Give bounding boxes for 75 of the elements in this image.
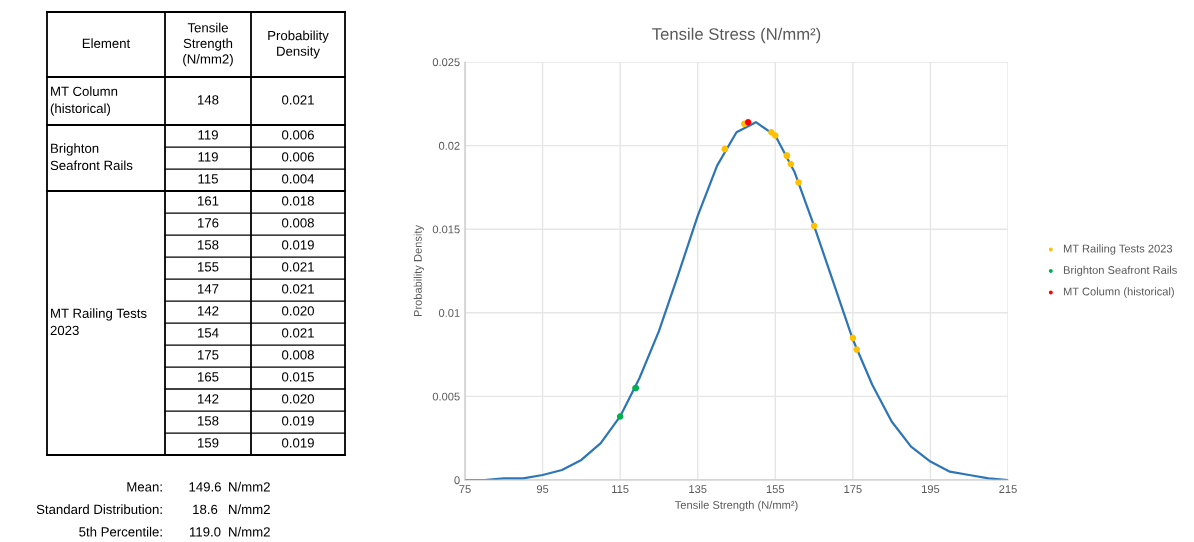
point [768,128,775,136]
text: 148 [198,95,219,105]
x-tick-label: 115 [612,485,629,494]
text: 149.6 [189,482,221,492]
text: 0.019 [282,438,314,448]
y-tick-label: 0.01 [438,309,460,317]
text: 175 [198,350,219,360]
text: 0.006 [282,152,314,162]
text: Tensile Strength (N/mm2) [183,22,233,67]
text: N/mm2 [229,526,270,537]
text: 159 [198,438,219,448]
text: 0.021 [282,95,314,105]
y-tick-label: 0 [454,476,460,485]
text: 0.019 [282,240,314,250]
text: 0.021 [282,284,314,294]
y-tick-label: 0.015 [432,225,460,234]
text: MT Railing Tests 2023 [50,308,147,336]
x-tick-label: 175 [844,485,862,494]
text: 119 [198,152,218,162]
point [849,334,857,342]
text: 0.018 [282,196,314,206]
text: 0.020 [282,394,314,404]
x-tick-label: 195 [922,485,940,494]
text: 147 [198,284,219,294]
text: 119 [198,130,218,140]
text: 0.006 [282,130,314,140]
text: 155 [198,262,219,272]
point [787,160,795,168]
text: N/mm2 [229,481,270,492]
text: N/mm2 [229,504,270,515]
text: Mean: [127,482,162,492]
text: 0.021 [282,328,314,338]
point [616,413,624,420]
text: Probability Density [268,30,329,59]
point [744,118,752,126]
text: 0.008 [282,218,314,228]
legend-label: MT Railing Tests 2023 [1063,244,1173,255]
text: Brighton Seafront Rails [50,143,133,171]
x-tick-label: 75 [459,485,471,494]
x-tick-label: 215 [999,485,1017,494]
text: 142 [198,394,219,404]
text: 158 [198,240,219,250]
point [853,346,860,353]
text: 0.021 [282,262,314,272]
chart-title: Tensile Stress (N/mm²) [652,27,821,44]
text: Standard Distribution: [36,504,162,515]
text: 0.020 [282,306,314,316]
text: 176 [198,218,219,228]
text: 142 [198,306,219,316]
text: 119.0 [189,527,221,537]
x-tick-label: 155 [766,485,785,494]
y-tick-label: 0.005 [432,392,460,401]
x-tick-label: 135 [689,485,707,494]
text: Element [82,38,131,49]
text: 115 [198,174,218,184]
text: MT Column (historical) [50,86,118,116]
y-tick-label: 0.025 [432,58,460,67]
x-axis-title: Tensile Strength (N/mm²) [675,500,798,512]
text: 5th Percentile: [79,526,162,537]
x-tick-label: 95 [536,485,549,494]
text: 0.019 [282,416,314,426]
text: 158 [198,416,219,426]
legend-label: Brighton Seafront Rails [1063,265,1177,277]
text: 18.6 [193,504,218,515]
text: 161 [198,196,219,206]
text: 154 [198,328,219,338]
text: 0.008 [282,350,314,360]
y-tick-label: 0.02 [438,141,460,150]
text: 0.004 [282,174,315,184]
point [810,222,818,230]
legend-label: MT Column (historical) [1063,287,1174,298]
point [795,179,802,186]
text: 0.015 [282,372,314,382]
y-axis-title: Probability Density [413,225,424,317]
text: 165 [198,372,219,382]
